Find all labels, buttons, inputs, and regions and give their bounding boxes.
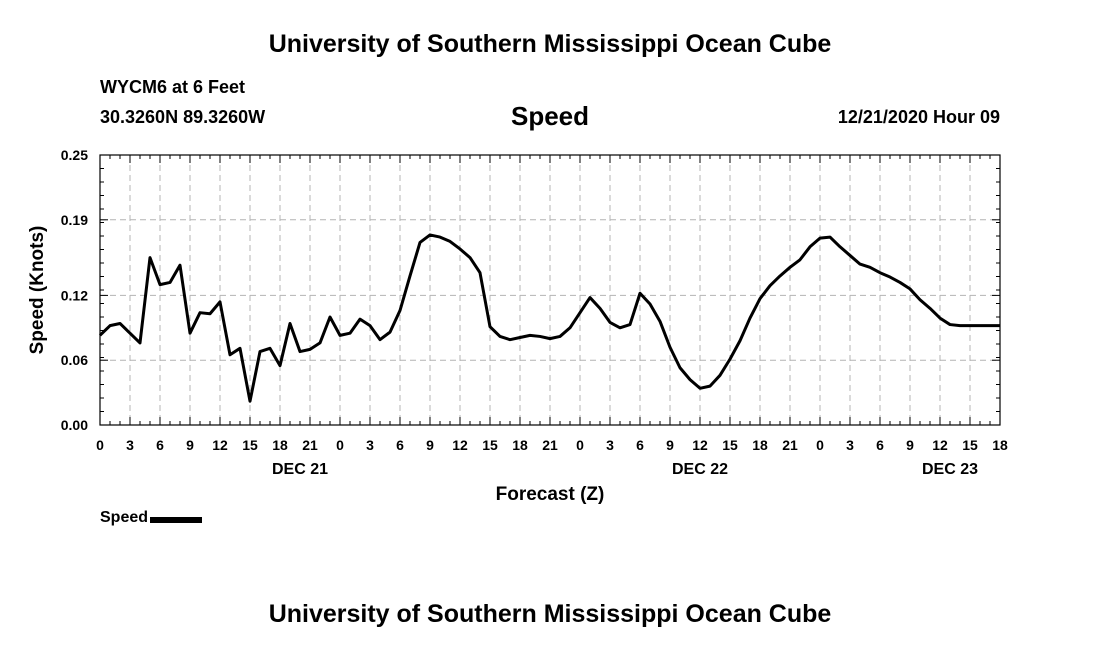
day-label: DEC 22 (672, 461, 728, 478)
speed-series-line (98, 233, 1000, 403)
y-tick-label: 0.12 (61, 287, 88, 303)
y-tick-label: 0.00 (61, 417, 88, 433)
x-tick-label: 3 (366, 437, 374, 453)
x-tick-label: 3 (126, 437, 134, 453)
x-tick-label: 21 (782, 437, 798, 453)
axis-ticks (99, 154, 1001, 426)
x-tick-label: 15 (482, 437, 498, 453)
page-title-bottom: University of Southern Mississippi Ocean… (268, 600, 832, 628)
legend-swatch (150, 517, 203, 523)
x-tick-label: 0 (576, 437, 584, 453)
chart-title: Speed (510, 101, 590, 131)
legend-label: Speed (100, 509, 149, 526)
x-tick-label: 15 (242, 437, 258, 453)
x-tick-label: 3 (846, 437, 854, 453)
x-tick-label: 9 (666, 437, 674, 453)
x-tick-label: 12 (452, 437, 468, 453)
page-title-top: University of Southern Mississippi Ocean… (268, 30, 832, 58)
x-tick-label: 6 (396, 437, 404, 453)
day-label: DEC 21 (272, 461, 328, 478)
x-tick-label: 12 (212, 437, 228, 453)
coordinates-label: 30.3260N 89.3260W (100, 107, 266, 127)
x-tick-label: 15 (962, 437, 978, 453)
x-tick-label: 12 (932, 437, 948, 453)
x-axis-label: Forecast (Z) (496, 484, 605, 505)
x-tick-label: 15 (722, 437, 738, 453)
station-label: WYCM6 at 6 Feet (100, 77, 246, 97)
grid-lines (100, 155, 1000, 425)
timestamp-label: 12/21/2020 Hour 09 (837, 107, 1000, 127)
x-tick-label: 12 (692, 437, 708, 453)
x-tick-label: 3 (606, 437, 614, 453)
x-tick-label: 18 (752, 437, 768, 453)
x-tick-label: 21 (302, 437, 318, 453)
y-axis-label: Speed (Knots) (27, 226, 48, 355)
day-labels: DEC 21 DEC 22 DEC 23 (272, 461, 978, 478)
x-tick-labels: 0 3 6 9 12 15 18 21 0 3 6 9 12 15 18 21 0 3 6 9 12 15 18 21 0 3 6 9… (96, 437, 1008, 453)
x-tick-label: 18 (272, 437, 288, 453)
x-tick-label: 18 (512, 437, 528, 453)
y-tick-label: 0.06 (61, 352, 88, 368)
y-tick-labels: 0.00 0.06 0.12 0.19 0.25 (61, 147, 88, 433)
y-tick-label: 0.25 (61, 147, 88, 163)
x-tick-label: 21 (542, 437, 558, 453)
x-tick-label: 9 (906, 437, 914, 453)
legend: Speed (100, 509, 203, 527)
x-tick-label: 6 (156, 437, 164, 453)
x-tick-label: 6 (876, 437, 884, 453)
x-tick-label: 0 (816, 437, 824, 453)
x-tick-label: 0 (336, 437, 344, 453)
x-tick-label: 6 (636, 437, 644, 453)
x-tick-label: 18 (992, 437, 1008, 453)
x-tick-label: 9 (426, 437, 434, 453)
x-tick-label: 9 (186, 437, 194, 453)
y-tick-label: 0.19 (61, 212, 88, 228)
day-label: DEC 23 (922, 461, 978, 478)
x-tick-label: 0 (96, 437, 104, 453)
